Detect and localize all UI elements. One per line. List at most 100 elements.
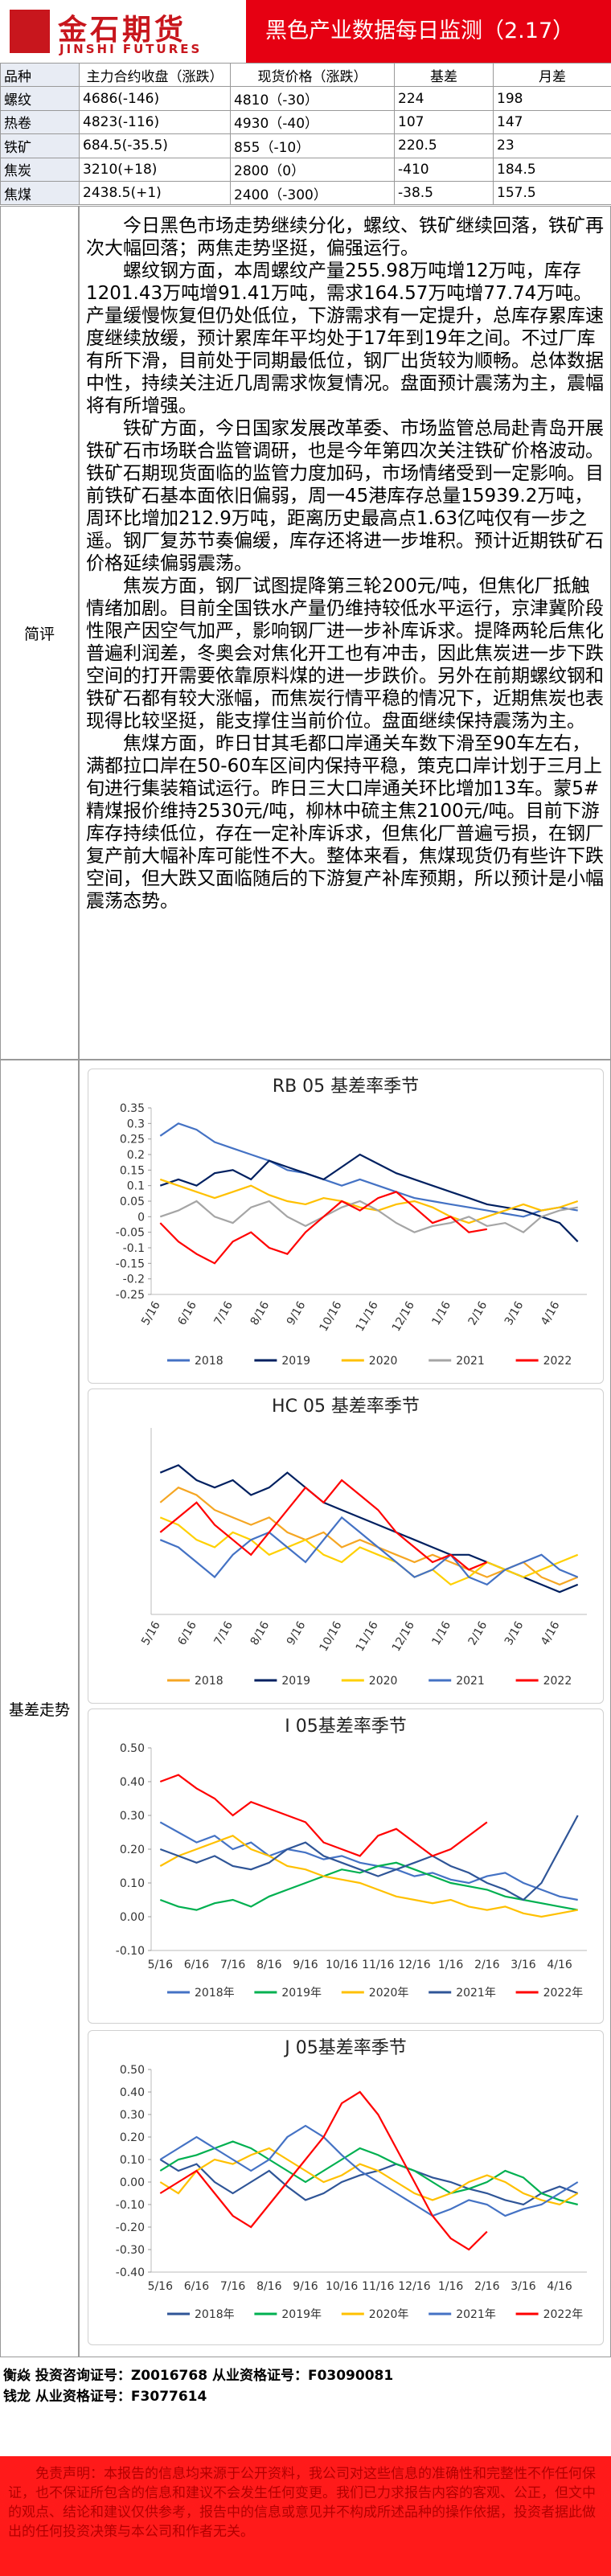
x-tick-label: 5/16: [139, 1619, 163, 1647]
legend-label: 2019: [281, 1355, 310, 1368]
series-line: [159, 1516, 579, 1586]
row-label: 铁矿: [0, 133, 80, 158]
x-tick-label: 3/16: [502, 1619, 527, 1647]
chart-panel: I 05基差率季节 0.50 0.40 0.30 0.20 0.10 0.00 -0.10 5/…: [88, 1708, 604, 2024]
table-cell: -410: [394, 157, 494, 182]
table-cell: 855（-10）: [230, 133, 395, 158]
legend-label: 2022: [543, 1675, 572, 1688]
chart-title: J 05基差率季节: [283, 2038, 406, 2058]
x-tick-label: 6/16: [184, 2280, 210, 2293]
y-tick-label: 0.35: [120, 1102, 145, 1115]
section-label: 基差走势: [0, 1060, 79, 2357]
y-tick-label: -0.25: [116, 1289, 145, 1302]
table-cell: 2438.5(+1): [79, 180, 231, 206]
x-tick-label: 2/16: [474, 1959, 500, 1971]
logo-text-en: JINSHI FUTURES: [59, 42, 203, 56]
legend-label: 2020年: [369, 1987, 409, 2000]
x-tick-label: 7/16: [220, 2280, 246, 2293]
chart-panel: RB 05 基差率季节 0.35 0.3 0.25 0.2 0.15 0.1 0.05 0 -0.…: [88, 1069, 604, 1384]
logo: 金石期货 JINSHI FUTURES: [0, 0, 246, 63]
x-tick-label: 8/16: [256, 1959, 282, 1971]
x-tick-label: 11/16: [362, 1959, 394, 1971]
y-tick-label: 0.05: [120, 1196, 145, 1208]
paragraph: 焦煤方面，昨日甘其毛都口岸通关车数下滑至90车左右，满都拉口岸在50-60车区间…: [86, 733, 604, 912]
column-header: 基差: [394, 62, 494, 88]
table-row: 热卷 4823(-116) 4930（-40） 107 147: [0, 109, 611, 135]
x-tick-label: 3/16: [511, 2280, 536, 2293]
x-tick-label: 4/16: [539, 1299, 563, 1327]
chart-title: HC 05 基差率季节: [272, 1397, 420, 1417]
y-tick-label: 0.30: [120, 1810, 145, 1823]
series-line: [159, 2124, 579, 2217]
series-line: [159, 2090, 488, 2251]
chart-panel: J 05基差率季节 0.50 0.40 0.30 0.20 0.10 0.00 -0.10 -0…: [88, 2030, 604, 2345]
chart-title: RB 05 基差率季节: [273, 1077, 419, 1097]
series-line: [159, 1191, 487, 1265]
column-header: 月差: [493, 62, 611, 88]
x-tick-label: 10/16: [326, 1959, 358, 1971]
table-row: 焦炭 3210(+18) 2800（0） -410 184.5: [0, 157, 611, 182]
x-tick-label: 1/16: [430, 1619, 454, 1647]
x-tick-label: 8/16: [248, 1619, 273, 1647]
chart: RB 05 基差率季节 0.35 0.3 0.25 0.2 0.15 0.1 0.05 0 -0.…: [116, 1077, 587, 1368]
x-tick-label: 12/16: [398, 1959, 430, 1971]
legend-label: 2021年: [456, 2308, 496, 2321]
x-tick-label: 12/16: [398, 2280, 430, 2293]
table-cell: 4930（-40）: [230, 109, 395, 135]
logo-text: 金石期货: [58, 14, 187, 47]
series-line: [159, 1861, 578, 1911]
y-tick-label: 0.2: [127, 1149, 145, 1162]
legend-label: 2020: [369, 1355, 398, 1368]
x-tick-label: 4/16: [539, 1619, 563, 1647]
x-tick-label: 1/16: [438, 2280, 464, 2293]
table-cell: 157.5: [493, 180, 611, 206]
series-line: [159, 1834, 578, 1918]
table-cell: 2800（0）: [230, 157, 395, 182]
row-label: 热卷: [0, 109, 80, 135]
row-label: 螺纹: [0, 86, 80, 111]
analysts: 衡焱 投资咨询证号：Z0016768 从业资格证号：F03090081 钱龙 从业…: [0, 2361, 611, 2412]
x-tick-label: 5/16: [148, 2280, 174, 2293]
x-tick-label: 6/16: [175, 1619, 199, 1647]
table-cell: 107: [394, 109, 494, 135]
y-tick-label: 0.40: [120, 1776, 145, 1789]
table-cell: -38.5: [394, 180, 494, 206]
table-cell: 4810（-30）: [230, 86, 395, 111]
y-tick-label: -0.2: [123, 1274, 145, 1286]
legend-label: 2018: [195, 1355, 223, 1368]
x-tick-label: 9/16: [285, 1619, 309, 1647]
legend-label: 2021: [456, 1675, 485, 1688]
x-tick-label: 7/16: [212, 1299, 236, 1327]
legend-label: 2021年: [456, 1987, 496, 2000]
legend-label: 2021: [456, 1355, 485, 1368]
y-tick-label: 0.10: [120, 1877, 145, 1890]
paragraph: 今日黑色市场走势继续分化，螺纹、铁矿继续回落，铁矿再次大幅回落；两焦走势坚挺，偏…: [86, 215, 604, 259]
y-tick-label: 0.1: [127, 1180, 145, 1193]
chart: HC 05 基差率季节 5/16 6/16 7/16 8/16 9/16 10/16 11/1…: [139, 1397, 587, 1688]
column-header: 现货价格（涨跌）: [230, 62, 395, 88]
x-tick-label: 2/16: [474, 2280, 500, 2293]
series-line: [159, 1200, 578, 1234]
commentary: 今日黑色市场走势继续分化，螺纹、铁矿继续回落，铁矿再次大幅回落；两焦走势坚挺，偏…: [79, 206, 611, 1060]
legend-label: 2018年: [195, 2308, 235, 2321]
x-tick-label: 11/16: [354, 1299, 381, 1334]
x-tick-label: 1/16: [430, 1299, 454, 1327]
table-header-row: 品种 主力合约收盘（涨跌） 现货价格（涨跌） 基差 月差: [0, 62, 611, 88]
chart: J 05基差率季节 0.50 0.40 0.30 0.20 0.10 0.00 -0.10 -0…: [116, 2038, 587, 2321]
analyst-line: 钱龙 从业资格证号：F3077614: [3, 2389, 207, 2405]
legend-label: 2018年: [195, 1987, 235, 2000]
series-line: [159, 1815, 579, 1901]
x-tick-label: 10/16: [326, 2280, 358, 2293]
paragraph: 螺纹钢方面，本周螺纹产量255.98万吨增12万吨，库存1201.43万吨增91…: [86, 260, 604, 416]
x-tick-label: 3/16: [502, 1299, 527, 1327]
paragraph: 铁矿方面，今日国家发展改革委、市场监管总局赴青岛开展铁矿石市场联合监管调研，也是…: [86, 418, 604, 574]
y-tick-label: 0.50: [120, 1742, 145, 1755]
chart-panel: HC 05 基差率季节 5/16 6/16 7/16 8/16 9/16 10/16 11/1…: [88, 1388, 604, 1704]
paragraph: 焦炭方面，钢厂试图提降第三轮200元/吨，但焦化厂抵触情绪加剧。目前全国铁水产量…: [86, 576, 604, 732]
y-tick-label: 0.3: [127, 1118, 145, 1130]
analyst-line: 衡焱 投资咨询证号：Z0016768 从业资格证号：F03090081: [3, 2368, 394, 2384]
x-tick-label: 1/16: [438, 1959, 464, 1971]
report-title: 黑色产业数据每日监测（2.17）: [246, 0, 611, 63]
y-tick-label: -0.15: [116, 1257, 145, 1270]
